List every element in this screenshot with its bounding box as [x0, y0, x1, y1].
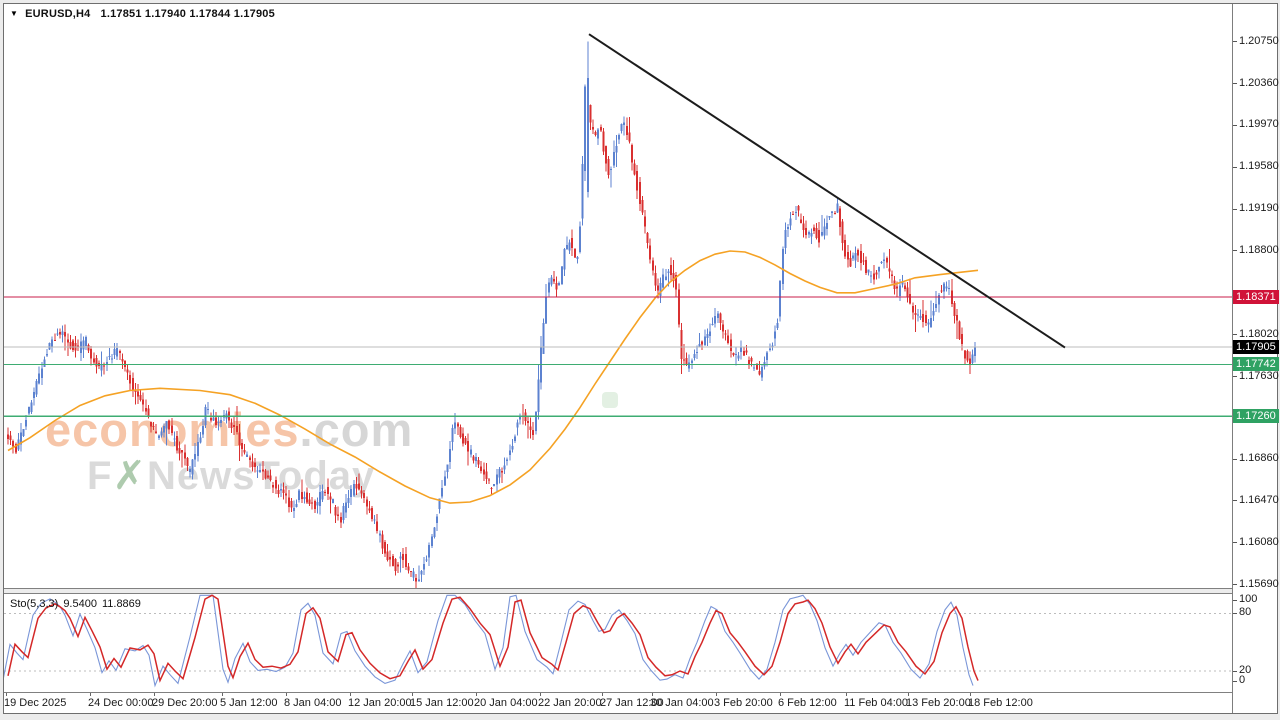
price-badge-green: 1.17742: [1233, 357, 1279, 372]
price-tick-label: 1.20360: [1239, 76, 1279, 89]
descending-trendline[interactable]: [588, 33, 1066, 349]
stoch-tick-mark: [1233, 599, 1237, 601]
date-label[interactable]: 29 Dec 20:00: [152, 697, 218, 709]
date-tick-mark: [716, 693, 717, 696]
date-label[interactable]: 19 Dec 2025: [4, 697, 67, 709]
price-tick-mark: [1233, 124, 1237, 126]
symbol-period: EURUSD,H4: [25, 8, 91, 20]
price-tick-label: 1.20750: [1239, 34, 1279, 47]
date-label[interactable]: 3 Feb 20:00: [714, 697, 773, 709]
price-tick-mark: [1233, 458, 1237, 460]
date-label[interactable]: 27 Jan 12:00: [600, 697, 664, 709]
candles: [7, 41, 977, 588]
date-label[interactable]: 18 Feb 12:00: [968, 697, 1033, 709]
stoch-tick-label: 20: [1239, 664, 1252, 676]
price-badge-red: 1.18371: [1233, 289, 1279, 304]
date-label[interactable]: 12 Jan 20:00: [348, 697, 412, 709]
date-label[interactable]: 24 Dec 00:00: [88, 697, 154, 709]
date-tick-mark: [350, 693, 351, 696]
date-label[interactable]: 6 Feb 12:00: [778, 697, 837, 709]
date-tick-mark: [154, 693, 155, 696]
chart-window-frame: [3, 3, 1278, 714]
axis-separator[interactable]: [1232, 4, 1233, 713]
stoch-signal-line: [4, 594, 974, 688]
stoch-tick-mark: [1233, 612, 1237, 614]
price-tick-label: 1.19190: [1239, 202, 1279, 215]
date-tick-mark: [846, 693, 847, 696]
date-tick-mark: [908, 693, 909, 696]
price-badge-black: 1.17905: [1233, 340, 1279, 354]
price-tick-label: 1.16860: [1239, 452, 1279, 465]
stoch-tick-label: 0: [1239, 674, 1246, 686]
date-tick-mark: [780, 693, 781, 696]
stochastic-panel[interactable]: [4, 594, 1232, 692]
price-tick-label: 1.19580: [1239, 160, 1279, 173]
date-tick-mark: [476, 693, 477, 696]
price-tick-label: 1.16470: [1239, 493, 1279, 506]
price-tick-mark: [1233, 166, 1237, 168]
stochastic-name: Sto(5,3,3): [10, 598, 59, 610]
price-tick-label: 1.19970: [1239, 118, 1279, 131]
stoch-tick-label: 100: [1239, 593, 1258, 605]
price-tick-mark: [1233, 208, 1237, 210]
date-tick-mark: [90, 693, 91, 696]
price-tick-mark: [1233, 500, 1237, 502]
date-label[interactable]: 22 Jan 20:00: [538, 697, 602, 709]
date-label[interactable]: 8 Jan 04:00: [284, 697, 342, 709]
price-tick-label: 1.18020: [1239, 327, 1279, 340]
stoch-main-line: [7, 594, 979, 683]
price-tick-mark: [1233, 334, 1237, 336]
stochastic-main-value: 9.5400: [63, 598, 97, 610]
ohlc-values: 1.17851 1.17940 1.17844 1.17905: [100, 8, 275, 20]
date-tick-mark: [652, 693, 653, 696]
main-price-chart[interactable]: [4, 4, 1232, 588]
date-tick-mark: [602, 693, 603, 696]
symbol-dropdown-icon[interactable]: ▼: [10, 9, 19, 18]
date-label[interactable]: 15 Jan 12:00: [410, 697, 474, 709]
stoch-tick-mark: [1233, 670, 1237, 672]
date-tick-mark: [222, 693, 223, 696]
stochastic-signal-value: 11.8869: [101, 598, 141, 610]
date-tick-mark: [6, 693, 7, 696]
price-tick-label: 1.17630: [1239, 369, 1279, 382]
price-tick-mark: [1233, 83, 1237, 85]
date-label[interactable]: 20 Jan 04:00: [474, 697, 538, 709]
stoch-tick-label: 80: [1239, 606, 1252, 618]
date-label[interactable]: 5 Jan 12:00: [220, 697, 278, 709]
price-tick-label: 1.18800: [1239, 243, 1279, 256]
price-tick-mark: [1233, 542, 1237, 544]
date-tick-mark: [412, 693, 413, 696]
stoch-tick-mark: [1233, 680, 1237, 682]
date-label[interactable]: 11 Feb 04:00: [844, 697, 909, 709]
price-tick-label: 1.16080: [1239, 535, 1279, 548]
date-label[interactable]: 13 Feb 20:00: [906, 697, 971, 709]
ma-line[interactable]: [7, 250, 979, 504]
date-label[interactable]: 30 Jan 04:00: [650, 697, 714, 709]
date-tick-mark: [970, 693, 971, 696]
stochastic-label: Sto(5,3,3) 9.5400 11.8869: [10, 598, 141, 610]
price-tick-mark: [1233, 250, 1237, 252]
price-tick-mark: [1233, 584, 1237, 586]
price-tick-mark: [1233, 376, 1237, 377]
panel-separator[interactable]: [4, 588, 1233, 594]
price-tick-mark: [1233, 41, 1237, 43]
stochastic-bottom-border: [4, 692, 1233, 693]
date-tick-mark: [286, 693, 287, 696]
date-tick-mark: [540, 693, 541, 696]
price-tick-label: 1.15690: [1239, 577, 1279, 590]
chart-title: ▼ EURUSD,H4 1.17851 1.17940 1.17844 1.1790…: [10, 8, 275, 20]
price-badge-green: 1.17260: [1233, 409, 1279, 424]
